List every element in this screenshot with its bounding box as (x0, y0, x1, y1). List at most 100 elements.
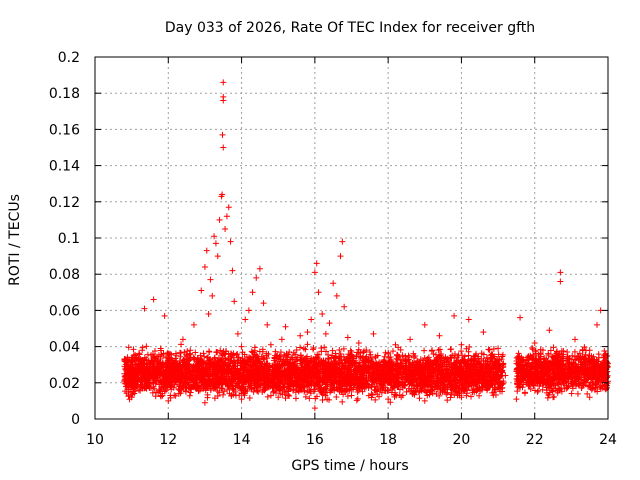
band-point (264, 393, 271, 400)
band-point (310, 345, 317, 352)
band-point (244, 387, 251, 394)
band-point (461, 353, 468, 360)
band-point (333, 394, 340, 401)
band-point (222, 348, 229, 355)
band-point (346, 352, 353, 359)
band-point (216, 389, 223, 396)
band-point (571, 348, 578, 355)
band-point (125, 384, 132, 391)
band-point (399, 352, 406, 359)
band-point (339, 398, 346, 405)
band-point (410, 387, 417, 394)
band-point (359, 388, 366, 395)
band-point (365, 392, 372, 399)
band-point (319, 396, 326, 403)
band-point (476, 392, 483, 399)
band-point (403, 388, 410, 395)
band-point (336, 347, 343, 354)
band-point (186, 351, 193, 358)
band-point (452, 377, 459, 384)
band-point (329, 347, 336, 354)
band-point (451, 392, 458, 399)
band-point (447, 346, 454, 353)
band-point (251, 344, 258, 351)
band-point (292, 395, 299, 402)
band-point (395, 344, 402, 351)
band-point (535, 387, 542, 394)
band-point (431, 384, 438, 391)
band-point (326, 396, 333, 403)
band-point (397, 346, 404, 353)
grid-lines (95, 57, 608, 419)
band-point (143, 361, 150, 368)
band-point (144, 351, 151, 358)
band-point (447, 394, 454, 401)
band-point (458, 348, 465, 355)
band-point (359, 355, 366, 362)
band-point (435, 347, 442, 354)
band-point (487, 352, 494, 359)
band-point (152, 348, 159, 355)
band-point (354, 395, 361, 402)
band-point (353, 397, 360, 404)
band-point (290, 349, 297, 356)
band-point (305, 375, 312, 382)
band-point (257, 385, 264, 392)
band-point (321, 344, 328, 351)
band-point (366, 348, 373, 355)
band-point (172, 392, 179, 399)
band-point (186, 392, 193, 399)
band-point (217, 347, 224, 354)
band-point (389, 348, 396, 355)
band-point (367, 351, 374, 358)
band-point (369, 391, 376, 398)
data-points (121, 79, 611, 412)
band-point (304, 389, 311, 396)
band-point (454, 354, 461, 361)
band-point (162, 354, 169, 361)
band-point (425, 354, 432, 361)
band-point (200, 350, 207, 357)
band-point (234, 350, 241, 357)
band-point (470, 386, 477, 393)
band-point (286, 392, 293, 399)
band-point (322, 392, 329, 399)
band-point (393, 392, 400, 399)
band-point (194, 354, 201, 361)
band-point (490, 346, 497, 353)
band-point (411, 354, 418, 361)
band-point (246, 395, 253, 402)
band-point (155, 352, 162, 359)
band-point (152, 393, 159, 400)
band-point (421, 347, 428, 354)
band-point (278, 362, 285, 369)
band-point (336, 378, 343, 385)
band-point (197, 352, 204, 359)
band-point (315, 351, 322, 358)
band-point (485, 346, 492, 353)
band-point (173, 352, 180, 359)
band-point (406, 354, 413, 361)
band-point (130, 346, 137, 353)
band-point (376, 393, 383, 400)
band-point (143, 343, 150, 350)
band-point (420, 357, 427, 364)
band-point (277, 349, 284, 356)
band-point (306, 395, 313, 402)
band-point (468, 393, 475, 400)
band-point (228, 357, 235, 364)
band-point (302, 393, 309, 400)
band-point (444, 397, 451, 404)
band-point (233, 382, 240, 389)
band-point (272, 348, 279, 355)
band-point (405, 385, 412, 392)
band-point (416, 395, 423, 402)
band-point (574, 390, 581, 397)
band-point (395, 353, 402, 360)
band-point (206, 348, 213, 355)
band-point (344, 393, 351, 400)
band-point (187, 389, 194, 396)
band-point (372, 396, 379, 403)
band-point (171, 392, 178, 399)
